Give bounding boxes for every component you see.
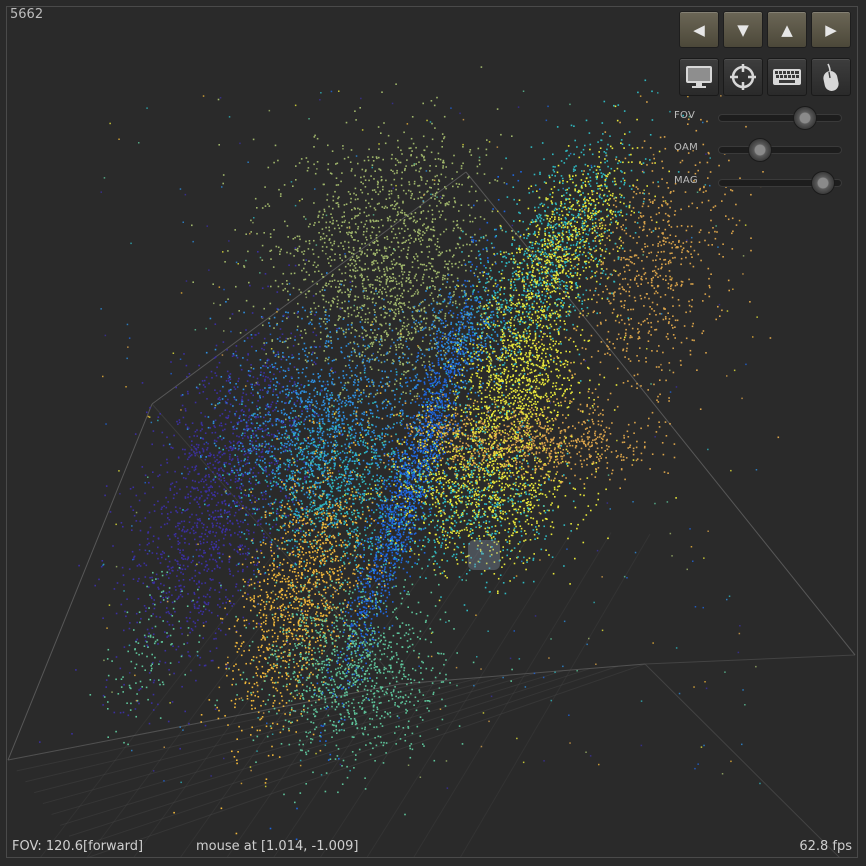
keyboard-icon bbox=[772, 67, 802, 87]
point-counter: 5662 bbox=[10, 7, 44, 22]
monitor-button[interactable] bbox=[679, 58, 719, 96]
monitor-icon bbox=[684, 64, 714, 90]
mouse-status: mouse at [1.014, -1.009] bbox=[196, 839, 359, 854]
nav-down-button[interactable]: ▼ bbox=[723, 11, 763, 48]
oam-slider[interactable]: OAM bbox=[674, 139, 844, 161]
nav-up-button[interactable]: ▲ bbox=[767, 11, 807, 48]
cursor-marker bbox=[468, 540, 500, 570]
point-cloud bbox=[39, 63, 780, 841]
crosshair-button[interactable] bbox=[723, 58, 763, 96]
mouse-button[interactable] bbox=[811, 58, 851, 96]
triangle-down-icon: ▼ bbox=[737, 20, 749, 39]
fov-slider-track[interactable] bbox=[718, 114, 842, 122]
crosshair-icon bbox=[729, 63, 757, 91]
oam-slider-label: OAM bbox=[674, 142, 699, 153]
nav-left-button[interactable]: ◀ bbox=[679, 11, 719, 48]
oam-slider-track[interactable] bbox=[718, 146, 842, 154]
fov-slider-thumb[interactable] bbox=[793, 107, 816, 129]
mag-slider-label: MAG bbox=[674, 175, 698, 186]
triangle-right-icon: ▶ bbox=[825, 20, 837, 39]
mag-slider-track[interactable] bbox=[718, 179, 842, 187]
navigation-buttons: ◀ ▼ ▲ ▶ bbox=[679, 11, 851, 48]
fov-slider[interactable]: FOV bbox=[674, 107, 844, 129]
triangle-up-icon: ▲ bbox=[781, 20, 793, 39]
keyboard-button[interactable] bbox=[767, 58, 807, 96]
grid-box bbox=[7, 171, 856, 859]
fov-slider-label: FOV bbox=[674, 110, 696, 121]
nav-right-button[interactable]: ▶ bbox=[811, 11, 851, 48]
triangle-left-icon: ◀ bbox=[693, 20, 705, 39]
mag-slider-thumb[interactable] bbox=[812, 172, 835, 194]
tool-buttons bbox=[679, 58, 851, 96]
fov-status: FOV: 120.6[forward] bbox=[12, 839, 144, 854]
mag-slider[interactable]: MAG bbox=[674, 172, 844, 194]
oam-slider-thumb[interactable] bbox=[749, 139, 772, 161]
fps-status: 62.8 fps bbox=[799, 839, 852, 854]
mouse-icon bbox=[820, 62, 842, 92]
